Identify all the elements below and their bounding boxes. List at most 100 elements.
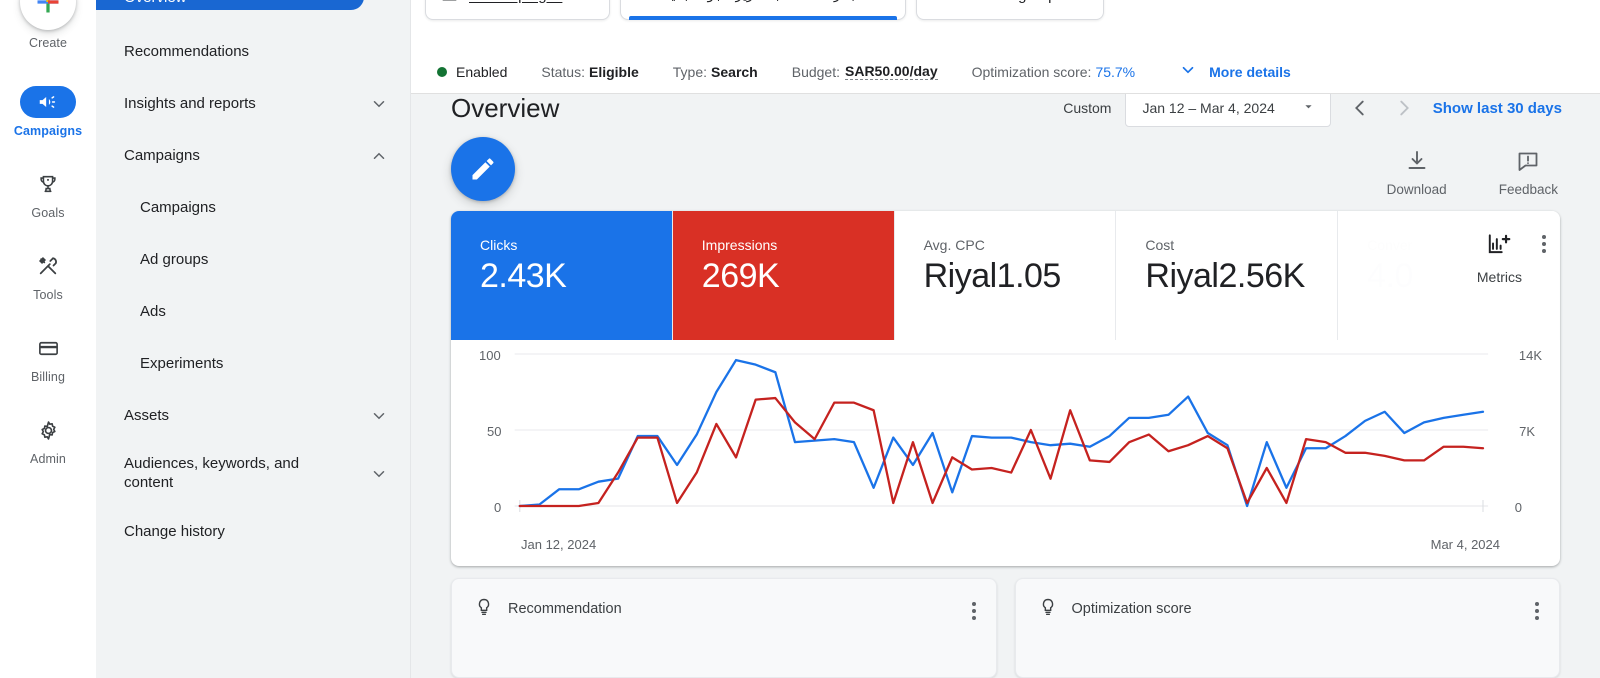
trophy-icon bbox=[20, 168, 76, 200]
metric-value: 2.43K bbox=[480, 257, 567, 295]
chip-campaign-label: جائزة الملك عبدالعزيز للجودة جديد bbox=[664, 0, 857, 3]
home-icon bbox=[440, 0, 459, 7]
metric-tile-cost[interactable]: Cost Riyal2.56K bbox=[1116, 211, 1339, 340]
feedback-button[interactable]: Feedback bbox=[1499, 149, 1558, 197]
rail-item-tools[interactable]: Tools bbox=[0, 250, 96, 302]
recommendation-card[interactable]: Recommendation bbox=[451, 578, 997, 678]
rail-item-campaigns[interactable]: Campaigns bbox=[0, 86, 96, 138]
top-bar: All campaigns جائزة الملك عبدالعزيز للجو… bbox=[411, 0, 1600, 94]
sidebar-item-overview[interactable]: Overview bbox=[96, 0, 364, 10]
more-details-button[interactable]: More details bbox=[1179, 61, 1291, 82]
left-axis-tick-50: 50 bbox=[487, 424, 502, 439]
feedback-label: Feedback bbox=[1498, 182, 1558, 197]
sidebar-item-ad-groups[interactable]: Ad groups bbox=[96, 234, 410, 286]
sidebar-item-audiences-keywords-content[interactable]: Audiences, keywords, and content bbox=[96, 442, 410, 506]
section-nav: Overview Recommendations Insights and re… bbox=[96, 0, 411, 678]
chevron-down-icon bbox=[1179, 61, 1197, 82]
chevron-down-icon bbox=[370, 95, 388, 113]
chip-all-campaigns[interactable]: All campaigns bbox=[425, 0, 611, 20]
gear-icon bbox=[20, 414, 76, 446]
download-button[interactable]: Download bbox=[1387, 149, 1447, 197]
main-content: All campaigns جائزة الملك عبدالعزيز للجو… bbox=[411, 0, 1600, 678]
chart-line-impressions bbox=[520, 398, 1483, 506]
type-value: Search bbox=[711, 63, 758, 80]
next-period-button[interactable] bbox=[1389, 93, 1419, 123]
rail-item-goals[interactable]: Goals bbox=[0, 168, 96, 220]
performance-card: Clicks 2.43K Impressions 269K Avg. CPC R… bbox=[451, 211, 1560, 566]
credit-card-icon bbox=[20, 332, 76, 364]
metric-value: 269K bbox=[701, 257, 780, 295]
chevron-down-icon bbox=[876, 0, 891, 4]
more-vert-icon[interactable] bbox=[971, 598, 976, 620]
chart-svg bbox=[451, 340, 1560, 566]
chart-line-clicks bbox=[520, 360, 1483, 506]
sidebar-label: Recommendations bbox=[124, 42, 250, 60]
metric-label: Cost bbox=[1145, 237, 1175, 253]
chip-all-campaigns-label: All campaigns bbox=[469, 0, 562, 4]
sidebar-item-recommendations[interactable]: Recommendations bbox=[96, 26, 410, 78]
date-range-value: Jan 12 – Mar 4, 2024 bbox=[1142, 100, 1275, 116]
bottom-cards: Recommendation Optimization scor bbox=[451, 578, 1560, 678]
chevron-down-icon bbox=[1074, 0, 1089, 5]
chevron-down-icon bbox=[580, 0, 595, 5]
date-range-picker[interactable]: Jan 12 – Mar 4, 2024 bbox=[1125, 89, 1331, 127]
chip-ad-group[interactable]: Select an ad group bbox=[915, 0, 1105, 20]
chip-campaign[interactable]: جائزة الملك عبدالعزيز للجودة جديد bbox=[620, 0, 906, 20]
more-vert-icon[interactable] bbox=[1535, 598, 1539, 620]
metric-tile-clicks[interactable]: Clicks 2.43K bbox=[451, 211, 673, 340]
date-range-controls: Custom Jan 12 – Mar 4, 2024 Show last 30… bbox=[1063, 89, 1562, 127]
x-axis-tick-end: Mar 4, 2024 bbox=[1430, 537, 1500, 552]
optimization-label: Optimization score: bbox=[971, 63, 1092, 80]
status-label: Status: bbox=[541, 63, 585, 80]
metric-label: Impressions bbox=[701, 237, 778, 253]
metric-value: Riyal2.56K bbox=[1145, 257, 1305, 295]
sidebar-item-insights-and-reports[interactable]: Insights and reports bbox=[96, 78, 410, 130]
primary-nav-rail: Create Campaigns Goals bbox=[0, 0, 96, 678]
sidebar-item-ads[interactable]: Ads bbox=[96, 286, 410, 338]
sidebar-label: Campaigns bbox=[140, 198, 216, 216]
rail-item-create[interactable]: Create bbox=[0, 0, 96, 50]
rail-label-tools: Tools bbox=[33, 288, 63, 302]
previous-period-button[interactable] bbox=[1345, 93, 1375, 123]
status-budget[interactable]: Budget: SAR50.00/day bbox=[792, 63, 938, 80]
left-axis-tick-0: 0 bbox=[494, 500, 502, 515]
download-label: Download bbox=[1386, 182, 1447, 197]
performance-chart[interactable]: 100 50 0 14K 7K 0 Jan 12, 2024 Mar 4, 20… bbox=[451, 340, 1560, 566]
sidebar-item-change-history[interactable]: Change history bbox=[96, 506, 410, 558]
rail-item-billing[interactable]: Billing bbox=[0, 332, 96, 384]
page-actions: Download Feedback bbox=[1387, 137, 1574, 197]
sidebar-item-assets[interactable]: Assets bbox=[96, 390, 410, 442]
scope-selector-chips: All campaigns جائزة الملك عبدالعزيز للجو… bbox=[411, 0, 1600, 20]
sidebar-item-campaigns-group[interactable]: Campaigns bbox=[96, 130, 410, 182]
metric-tile-avg-cpc[interactable]: Avg. CPC Riyal1.05 bbox=[895, 211, 1117, 340]
lightbulb-icon bbox=[1038, 597, 1058, 621]
chip-ad-group-label: Select an ad group bbox=[931, 0, 1057, 4]
campaign-status-bar: Enabled Status: Eligible Type: Search Bu… bbox=[411, 50, 1600, 94]
metric-tile-impressions[interactable]: Impressions 269K bbox=[672, 211, 895, 340]
chevron-down-icon bbox=[1301, 99, 1316, 117]
rail-label-goals: Goals bbox=[31, 206, 65, 220]
show-last-30-days-link[interactable]: Show last 30 days bbox=[1432, 99, 1562, 117]
optimization-score-card[interactable]: Optimization score bbox=[1014, 578, 1560, 678]
rail-item-admin[interactable]: Admin bbox=[0, 414, 96, 466]
sidebar-label: Experiments bbox=[140, 354, 224, 372]
left-axis-tick-100: 100 bbox=[479, 348, 501, 363]
more-vert-icon[interactable] bbox=[1542, 231, 1546, 253]
actions-row: Download Feedback bbox=[411, 127, 1600, 201]
sidebar-item-experiments[interactable]: Experiments bbox=[96, 338, 410, 390]
sidebar-item-campaigns[interactable]: Campaigns bbox=[96, 182, 410, 234]
right-axis-tick-7k: 7K bbox=[1519, 424, 1535, 439]
status-eligible: Status: Eligible bbox=[541, 64, 638, 80]
sidebar-item-overview-label: Overview bbox=[124, 0, 187, 6]
edit-fab-button[interactable] bbox=[451, 137, 515, 201]
metrics-button[interactable]: Metrics bbox=[1477, 231, 1522, 285]
sidebar-label: Change history bbox=[124, 522, 225, 540]
optimization-value: 75.7% bbox=[1095, 63, 1136, 80]
sidebar-label: Audiences, keywords, and content bbox=[124, 455, 300, 491]
rail-label-create: Create bbox=[28, 36, 68, 50]
tools-icon bbox=[20, 250, 76, 282]
sidebar-label: Insights and reports bbox=[124, 94, 256, 112]
status-enabled-label: Enabled bbox=[456, 63, 508, 80]
metric-value: Riyal1.05 bbox=[923, 257, 1062, 295]
more-details-label: More details bbox=[1209, 63, 1291, 80]
